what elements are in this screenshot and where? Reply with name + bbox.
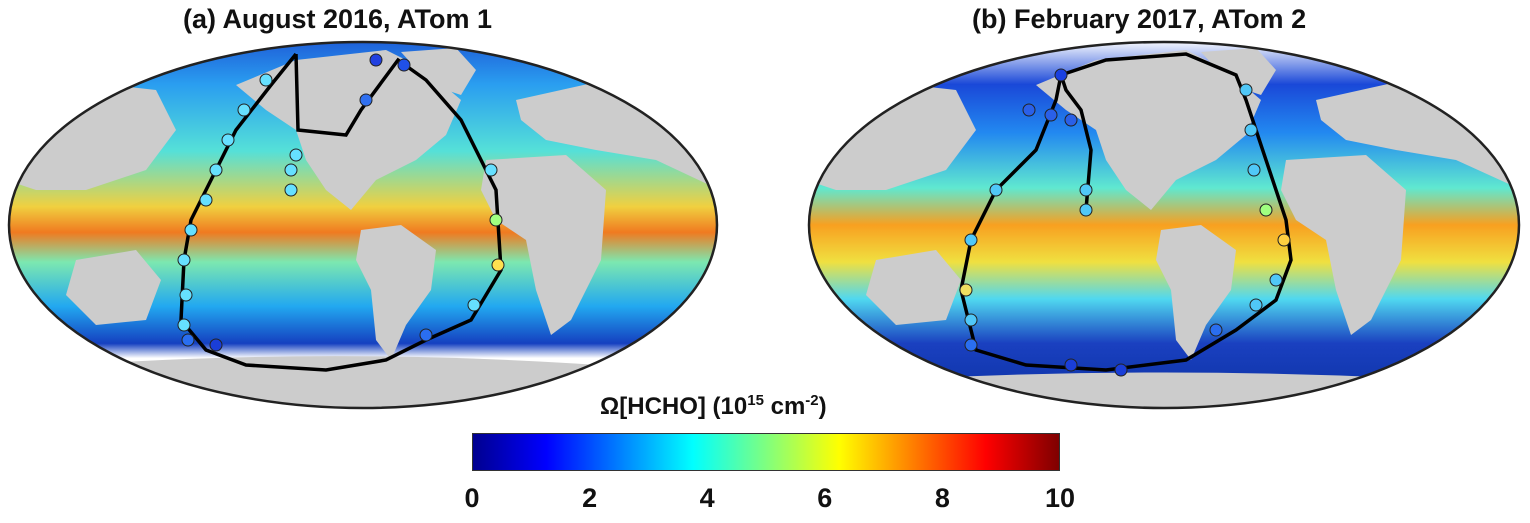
north-america-land-b — [1036, 50, 1261, 210]
map-august-2016 — [7, 40, 719, 410]
colorbar-tick: 6 — [817, 483, 833, 513]
africa-land — [481, 155, 606, 335]
antarctica-land-b — [809, 372, 1519, 408]
australia-land — [66, 250, 161, 325]
australia-land-b — [866, 250, 961, 325]
south-america-land-b — [1156, 225, 1236, 360]
colorbar-tick: 2 — [582, 483, 598, 513]
panel-a-title: (a) August 2016, ATom 1 — [183, 4, 493, 34]
colorbar-tick: 4 — [699, 483, 715, 513]
greenland-land — [401, 48, 476, 95]
south-america-land — [356, 225, 436, 360]
colorbar-label: Ω[HCHO] (1015 cm-2) — [600, 392, 827, 420]
flight-track-b — [959, 52, 1293, 372]
africa-land-b — [1281, 155, 1406, 335]
colorbar-tick: 0 — [464, 483, 480, 513]
flight-markers-b — [959, 68, 1291, 377]
colorbar-tick: 10 — [1044, 483, 1076, 513]
colorbar — [472, 433, 1060, 471]
map-february-2017 — [807, 40, 1521, 410]
panel-b-title: (b) February 2017, ATom 2 — [972, 4, 1307, 34]
colorbar-tick: 8 — [934, 483, 950, 513]
greenland-land-b — [1201, 48, 1276, 95]
flight-markers-a — [177, 53, 505, 352]
